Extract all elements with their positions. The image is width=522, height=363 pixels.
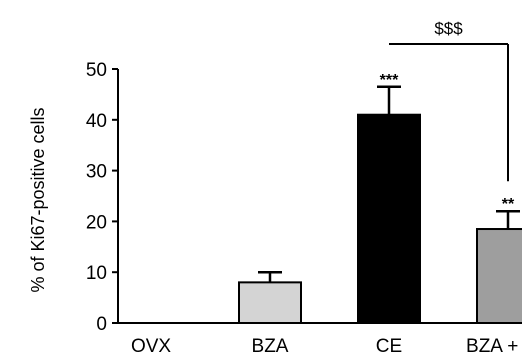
- x-tick-label: BZA + CE: [466, 336, 522, 357]
- significance-label: ***: [380, 72, 399, 89]
- error-bars: [258, 85, 520, 283]
- bar-bza: [238, 281, 302, 324]
- y-tick-label: 20: [86, 212, 107, 233]
- bar-ce: [357, 113, 421, 324]
- x-axis: OVX BZA CE BZA + CE: [118, 322, 522, 357]
- y-axis-label: % of Ki67-positive cells: [28, 107, 48, 292]
- x-tick-label: CE: [376, 336, 402, 357]
- bars: [238, 113, 522, 325]
- y-tick-label: 50: [86, 60, 107, 81]
- y-tick-label: 30: [86, 162, 107, 183]
- bar-bza-ce: [476, 228, 522, 325]
- y-tick-label: 10: [86, 263, 107, 284]
- significance-annotations: *****$$$: [380, 19, 515, 213]
- x-tick-label: OVX: [131, 336, 171, 357]
- y-tick-label: 40: [86, 111, 107, 132]
- significance-label: **: [502, 196, 515, 213]
- y-axis: 0 10 20 30 40 50: [86, 60, 119, 335]
- comparison-label: $$$: [434, 19, 463, 38]
- x-tick-label: BZA: [252, 336, 289, 357]
- y-tick-label: 0: [96, 314, 107, 335]
